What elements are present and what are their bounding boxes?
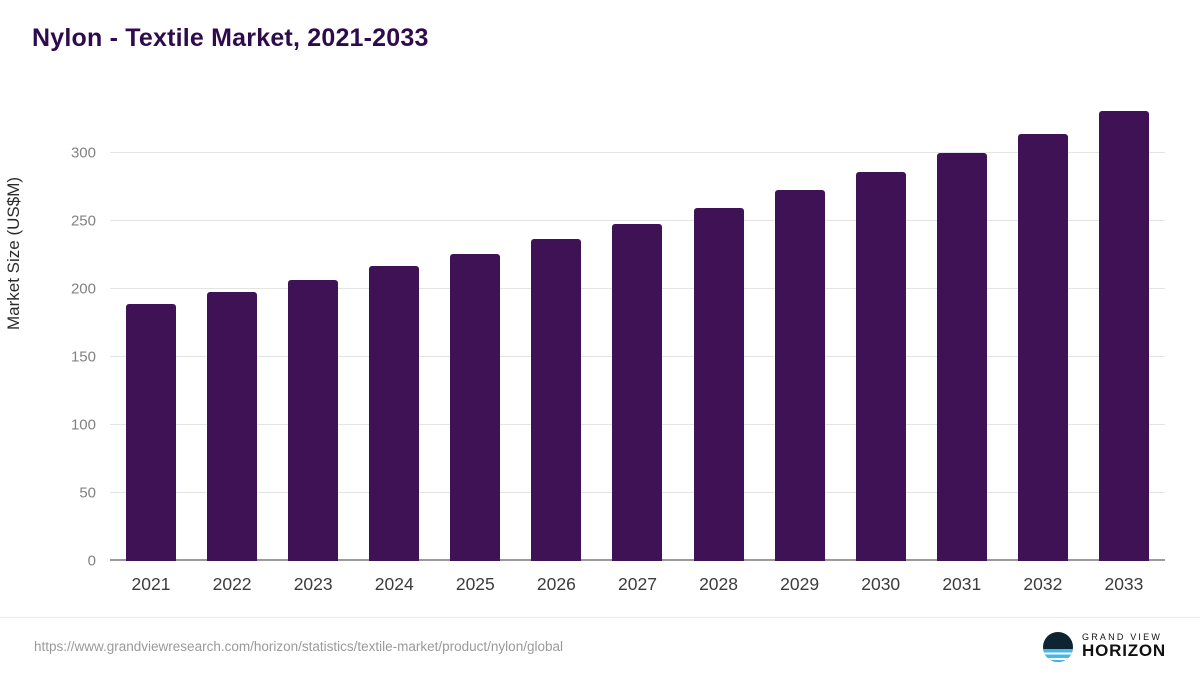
bar-chart-plot-area: 2021 2022 2023 2024 2025 2026 2027 2028 2029 2030… — [71, 99, 1165, 594]
bar-column-2029: 2029 — [774, 99, 825, 594]
bar-2022[interactable] — [207, 291, 258, 561]
x-tick-label: 2022 — [212, 574, 252, 594]
y-tick-label: 50 — [79, 484, 96, 502]
x-tick-label: 2021 — [131, 574, 171, 594]
gridline — [110, 152, 1165, 154]
gridline — [110, 220, 1165, 222]
bar-2021[interactable] — [126, 304, 176, 561]
bar-column-2024: 2024 — [369, 99, 420, 594]
bar-2026[interactable] — [531, 238, 582, 561]
bar-2025[interactable] — [450, 253, 501, 561]
x-tick-label: 2028 — [699, 574, 739, 594]
bar-2029[interactable] — [774, 190, 825, 561]
bar-2028[interactable] — [693, 207, 744, 561]
x-tick-label: 2024 — [374, 574, 414, 594]
y-axis-title: Market Size (US$M) — [4, 176, 23, 330]
x-tick-label: 2027 — [618, 574, 657, 594]
brand-name-bottom: HORIZON — [1082, 641, 1166, 661]
y-tick-label: 0 — [87, 552, 96, 570]
x-tick-label: 2031 — [942, 574, 982, 594]
brand-text: GRAND VIEW HORIZON — [1082, 631, 1166, 661]
bar-column-2033: 2033 — [1098, 99, 1149, 594]
bar-2027[interactable] — [612, 224, 663, 561]
bar-2032[interactable] — [1017, 134, 1068, 561]
bar-column-2027: 2027 — [612, 99, 663, 594]
x-tick-label: 2025 — [455, 574, 495, 594]
y-tick-label: 200 — [70, 280, 96, 298]
bar-2033[interactable] — [1098, 111, 1149, 561]
bar-column-2032: 2032 — [1017, 99, 1068, 594]
footer: https://www.grandviewresearch.com/horizo… — [0, 617, 1200, 675]
x-tick-label: 2023 — [293, 574, 333, 594]
y-tick-label: 100 — [70, 416, 96, 434]
source-url: https://www.grandviewresearch.com/horizo… — [34, 639, 563, 654]
y-tick-label: 150 — [70, 348, 96, 366]
x-tick-label: 2030 — [861, 574, 901, 594]
bar-column-2030: 2030 — [855, 99, 906, 594]
x-tick-label: 2033 — [1104, 574, 1144, 594]
bar-column-2025: 2025 — [450, 99, 501, 594]
brand-logo: GRAND VIEW HORIZON — [1043, 631, 1166, 662]
bar-2024[interactable] — [369, 266, 420, 561]
brand-name-top: GRAND VIEW — [1082, 631, 1163, 642]
bar-2023[interactable] — [288, 279, 339, 561]
x-tick-label: 2026 — [536, 574, 576, 594]
y-tick-label: 250 — [70, 212, 96, 230]
bars-row: 2021 2022 2023 2024 2025 2026 2027 2028 2029 2030… — [110, 99, 1165, 594]
bar-2031[interactable] — [936, 153, 987, 561]
water-waves-icon — [1043, 648, 1074, 662]
bar-column-2028: 2028 — [693, 99, 744, 594]
y-tick-label: 300 — [70, 144, 96, 162]
bar-column-2022: 2022 — [207, 99, 258, 594]
bar-column-2021: 2021 — [126, 99, 176, 594]
bar-column-2023: 2023 — [288, 99, 339, 594]
bar-column-2026: 2026 — [531, 99, 582, 594]
horizon-sun-over-water-icon — [1043, 631, 1074, 662]
chart-title: Nylon - Textile Market, 2021-2033 — [32, 24, 429, 52]
bar-2030[interactable] — [855, 172, 906, 561]
bar-column-2031: 2031 — [936, 99, 987, 594]
x-tick-label: 2032 — [1023, 574, 1063, 594]
x-tick-label: 2029 — [780, 574, 820, 594]
